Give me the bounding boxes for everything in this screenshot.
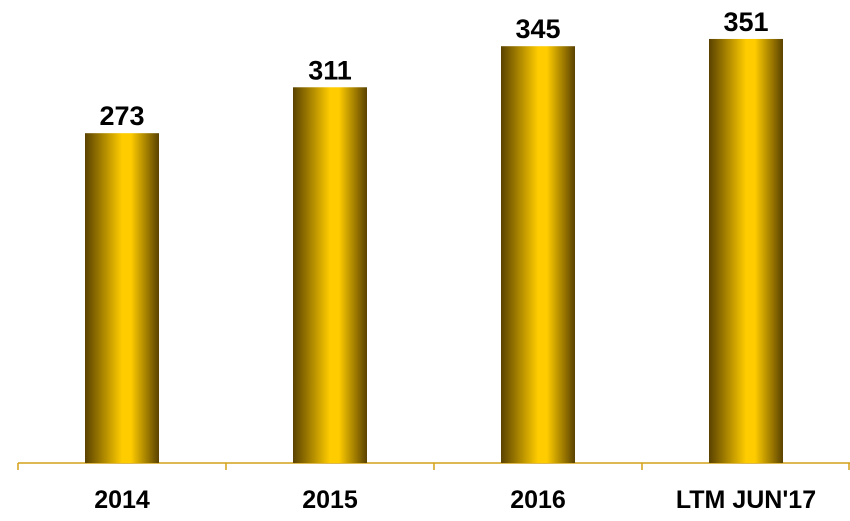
bar	[293, 87, 367, 463]
value-label: 273	[99, 101, 144, 131]
x-tick-label: 2014	[94, 486, 150, 514]
bar	[501, 46, 575, 464]
x-tick-label: 2015	[302, 486, 358, 514]
value-label: 345	[515, 14, 560, 44]
bar	[85, 133, 159, 463]
value-label: 311	[308, 55, 352, 85]
value-label: 351	[723, 7, 768, 37]
x-tick-label: 2016	[510, 486, 566, 514]
bar	[709, 38, 783, 464]
x-tick-label: LTM JUN'17	[676, 486, 816, 514]
